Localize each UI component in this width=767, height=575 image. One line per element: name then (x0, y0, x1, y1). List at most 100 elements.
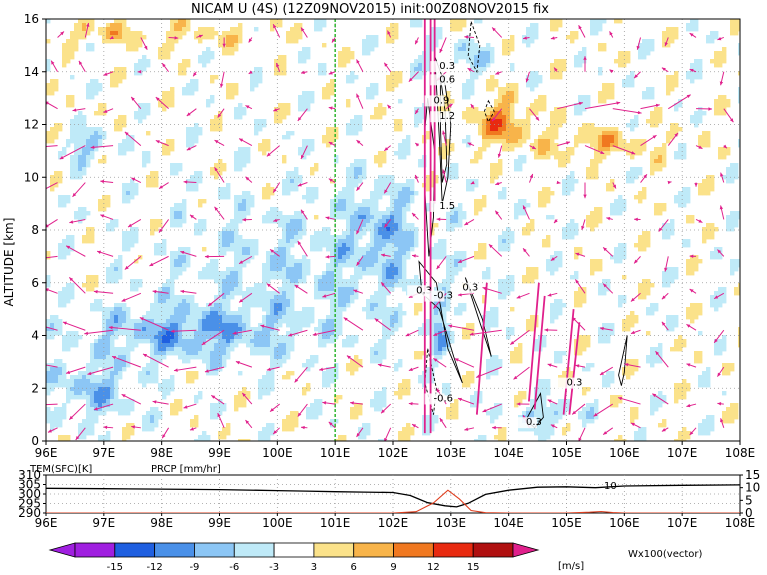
shading-cell (166, 151, 171, 156)
shading-cell (486, 359, 491, 364)
shading-cell (70, 295, 75, 300)
shading-cell (614, 143, 619, 148)
shading-cell (286, 39, 291, 44)
shading-cell (122, 123, 127, 128)
shading-cell (518, 155, 523, 160)
shading-cell (338, 259, 343, 264)
shading-cell (738, 339, 740, 344)
shading-cell (210, 99, 215, 104)
shading-cell (542, 195, 547, 200)
shading-cell (314, 239, 319, 244)
shading-cell (610, 187, 615, 192)
shading-cell (694, 355, 699, 360)
shading-cell (234, 239, 239, 244)
shading-cell (574, 107, 579, 112)
shading-cell (174, 339, 179, 344)
shading-cell (410, 75, 415, 80)
shading-cell (694, 267, 699, 272)
shading-cell (614, 59, 619, 64)
shading-cell (366, 219, 371, 224)
shading-cell (66, 103, 71, 108)
shading-cell (54, 323, 59, 328)
shading-cell (158, 303, 163, 308)
shading-cell (514, 211, 519, 216)
shading-cell (286, 179, 291, 184)
shading-cell (234, 279, 239, 284)
shading-cell (54, 359, 59, 364)
shading-cell (526, 279, 531, 284)
shading-cell (678, 191, 683, 196)
shading-cell (374, 111, 379, 116)
shading-cell (166, 147, 171, 152)
shading-cell (382, 219, 387, 224)
shading-cell (278, 119, 283, 124)
shading-cell (498, 247, 503, 252)
shading-cell (670, 231, 675, 236)
shading-cell (98, 31, 103, 36)
shading-cell (274, 215, 279, 220)
shading-cell (202, 339, 207, 344)
shading-cell (510, 35, 515, 40)
shading-cell (450, 147, 455, 152)
shading-cell (98, 131, 103, 136)
shading-cell (254, 291, 259, 296)
shading-cell (278, 335, 283, 340)
shading-cell (278, 19, 283, 24)
shading-cell (374, 115, 379, 120)
shading-cell (730, 23, 735, 28)
shading-cell (494, 167, 499, 172)
shading-cell (242, 199, 247, 204)
shading-cell (290, 183, 295, 188)
shading-cell (274, 303, 279, 308)
shading-cell (454, 255, 459, 260)
shading-cell (398, 211, 403, 216)
shading-cell (378, 267, 383, 272)
shading-cell (78, 119, 83, 124)
shading-cell (590, 131, 595, 136)
shading-cell (458, 51, 463, 56)
shading-cell (238, 283, 243, 288)
shading-cell (362, 263, 367, 268)
shading-cell (658, 211, 663, 216)
shading-cell (738, 87, 740, 92)
shading-cell (442, 251, 447, 256)
shading-cell (102, 351, 107, 356)
shading-cell (222, 299, 227, 304)
shading-cell (282, 223, 287, 228)
shading-cell (198, 355, 203, 360)
shading-cell (126, 235, 131, 240)
shading-cell (142, 339, 147, 344)
shading-cell (334, 295, 339, 300)
shading-cell (434, 323, 439, 328)
shading-cell (470, 183, 475, 188)
shading-cell (394, 119, 399, 124)
shading-cell (46, 135, 51, 140)
shading-cell (246, 323, 251, 328)
shading-cell (126, 43, 131, 48)
shading-cell (122, 147, 127, 152)
shading-cell (282, 359, 287, 364)
shading-cell (294, 183, 299, 188)
shading-cell (234, 163, 239, 168)
shading-cell (170, 207, 175, 212)
shading-cell (226, 223, 231, 228)
shading-cell (230, 35, 235, 40)
shading-cell (142, 159, 147, 164)
shading-cell (598, 71, 603, 76)
shading-cell (630, 71, 635, 76)
shading-cell (222, 47, 227, 52)
shading-cell (158, 291, 163, 296)
shading-cell (526, 43, 531, 48)
shading-cell (462, 51, 467, 56)
shading-cell (674, 79, 679, 84)
shading-cell (286, 219, 291, 224)
shading-cell (154, 171, 159, 176)
shading-cell (510, 139, 515, 144)
shading-cell (66, 283, 71, 288)
shading-cell (82, 131, 87, 136)
shading-cell (570, 171, 575, 176)
shading-cell (70, 123, 75, 128)
shading-cell (590, 143, 595, 148)
shading-cell (358, 167, 363, 172)
shading-cell (242, 303, 247, 308)
